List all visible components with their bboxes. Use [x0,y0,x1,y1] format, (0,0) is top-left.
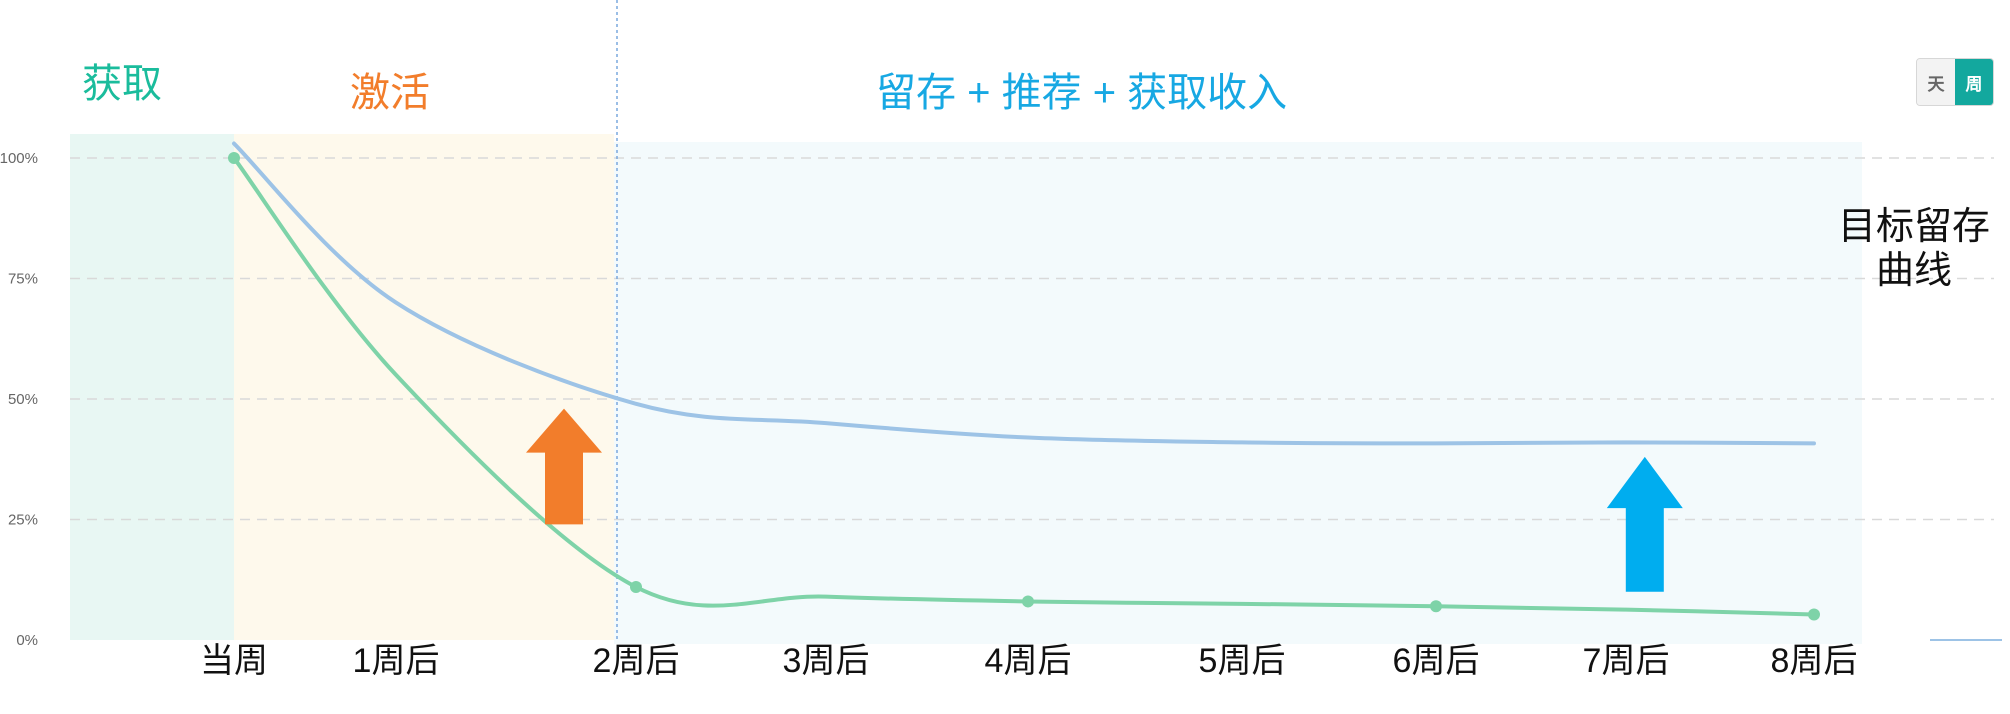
y-tick-label: 100% [0,150,38,167]
series-line-1 [232,156,1816,617]
band-activate [234,134,614,640]
band-acquire [70,134,234,640]
x-tick-label: 1周后 [353,642,440,680]
phase-label-retain: 留存 + 推荐 + 获取收入 [876,71,1288,115]
y-axis-ticks: 0% 25% 50% 75% 100% [0,150,38,649]
y-tick-label: 50% [8,391,38,408]
y-tick-label: 0% [16,632,38,649]
series-line-0 [232,141,1816,446]
series-markers [228,152,1820,621]
x-axis-ticks: 当周 1周后 2周后 3周后 4周后 5周后 6周后 7周后 8周后 [200,642,1857,680]
x-tick-label: 6周后 [1393,642,1480,680]
y-tick-label: 25% [8,512,38,529]
data-point [1022,595,1034,608]
y-tick-label: 75% [8,271,38,288]
grid-lines [70,157,1994,521]
series-lines [232,141,1816,617]
toggle-day-button[interactable]: 天 [1917,59,1955,105]
band-retain [614,142,1862,644]
data-point [1808,608,1820,621]
x-tick-label: 8周后 [1771,642,1858,680]
up-arrow-1 [1606,456,1683,592]
x-tick-label: 5周后 [1199,642,1286,680]
toggle-week-button[interactable]: 周 [1955,59,1993,105]
data-point [1430,600,1442,613]
x-tick-label: 3周后 [783,642,870,680]
x-tick-label: 4周后 [985,642,1072,680]
phase-label-acquire: 获取 [82,62,162,106]
data-point [630,580,642,593]
period-toggle[interactable]: 天 周 [1916,58,1994,106]
up-arrow-0 [526,408,602,525]
improvement-arrows [526,408,1683,592]
target-curve-label: 目标留存 曲线 [1837,206,1990,292]
x-tick-label: 当周 [200,642,268,680]
data-point [228,152,240,164]
phase-label-activate: 激活 [350,71,430,115]
x-tick-label: 2周后 [593,642,680,680]
x-tick-label: 7周后 [1583,642,1670,680]
